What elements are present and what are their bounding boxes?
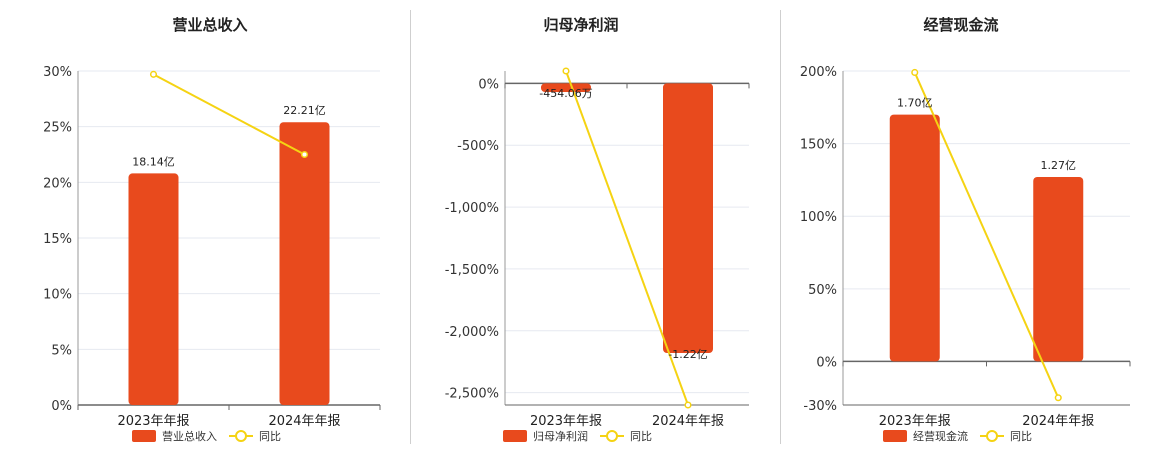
y-tick-label: -30% <box>803 399 837 414</box>
y-tick-label: -2,500% <box>445 387 499 402</box>
x-category-label: 2023年年报 <box>530 414 602 429</box>
legend-line-label: 同比 <box>630 430 652 443</box>
chart-title: 营业总收入 <box>172 16 247 34</box>
line-point <box>300 150 309 159</box>
y-tick-label: 30% <box>43 65 72 80</box>
bar <box>128 173 179 405</box>
x-category-label: 2024年年报 <box>1022 414 1094 429</box>
y-tick-label: -2,000% <box>445 325 499 340</box>
x-category-label: 2024年年报 <box>268 414 340 429</box>
legend-line-marker <box>606 430 618 442</box>
legend-bar-label: 营业总收入 <box>162 429 217 443</box>
chart-title: 归母净利润 <box>543 16 618 34</box>
y-tick-label: -1,000% <box>445 201 499 216</box>
bar-data-label: -454.06万 <box>539 87 592 100</box>
legend-line-label: 同比 <box>259 430 281 443</box>
y-tick-label: 0% <box>51 399 72 414</box>
chart-panel-net-profit: 归母净利润 0% -500% -1,000% -1,500% -2,000% -2,500%… <box>411 0 780 450</box>
chart-cashflow: 经营现金流 -30% 0% 50% 100% 150% 200% 2023年年报 2024年年报… <box>800 16 1131 443</box>
y-tick-label: -500% <box>457 139 499 154</box>
y-tick-label: 50% <box>808 283 837 298</box>
bar <box>541 83 591 93</box>
legend-line-marker <box>986 430 998 442</box>
bar-data-label: 1.27亿 <box>1041 159 1077 172</box>
panel-divider <box>780 10 781 444</box>
line-point <box>1054 394 1062 402</box>
y-tick-label: 20% <box>43 176 72 191</box>
line-point <box>684 401 692 409</box>
legend-bar-label: 经营现金流 <box>913 429 968 443</box>
y-tick-label: 0% <box>478 77 499 92</box>
bar-data-label: 22.21亿 <box>283 104 326 117</box>
y-tick-label: 25% <box>43 121 72 136</box>
line-point <box>149 70 158 78</box>
line-point <box>562 67 570 75</box>
line-series <box>565 70 689 406</box>
chart-net-profit: 归母净利润 0% -500% -1,000% -1,500% -2,000% -2,500%… <box>445 16 750 443</box>
chart-panel-cashflow: 经营现金流 -30% 0% 50% 100% 150% 200% 2023年年报 2024年年报… <box>781 0 1160 450</box>
x-category-label: 2023年年报 <box>879 414 951 429</box>
chart-panel-revenue: 营业总收入 0% 5% 10% 15% 20% 25% 30% 2023年年报 2024年年报 18… <box>0 0 400 450</box>
legend-bar-swatch <box>503 430 527 442</box>
y-tick-label: -1,500% <box>445 263 499 278</box>
x-category-label: 2023年年报 <box>117 414 189 429</box>
bar <box>889 114 940 362</box>
legend-line-label: 同比 <box>1010 430 1032 443</box>
x-category-label: 2024年年报 <box>652 414 724 429</box>
bar <box>1033 177 1084 362</box>
y-tick-label: 0% <box>816 355 837 370</box>
y-tick-label: 10% <box>43 288 72 303</box>
bar-data-label: 18.14亿 <box>132 155 175 168</box>
chart-title: 经营现金流 <box>923 16 998 34</box>
legend-bar-label: 归母净利润 <box>533 429 588 443</box>
chart-revenue: 营业总收入 0% 5% 10% 15% 20% 25% 30% 2023年年报 2024年年报 18… <box>43 16 381 443</box>
legend-bar-swatch <box>132 430 156 442</box>
bar-data-label: -1.22亿 <box>668 348 707 361</box>
line-series <box>913 72 1060 399</box>
bar <box>279 122 330 406</box>
bar <box>663 83 713 354</box>
y-tick-label: 5% <box>51 343 72 358</box>
line-point <box>911 68 919 77</box>
y-tick-label: 15% <box>43 232 72 247</box>
panel-divider <box>410 10 411 444</box>
y-tick-label: 100% <box>800 210 837 225</box>
y-tick-label: 200% <box>800 65 837 80</box>
bar-data-label: 1.70亿 <box>897 97 933 110</box>
line-series <box>153 73 305 156</box>
legend-bar-swatch <box>883 430 907 442</box>
y-tick-label: 150% <box>800 138 837 153</box>
legend-line-marker <box>235 430 247 442</box>
